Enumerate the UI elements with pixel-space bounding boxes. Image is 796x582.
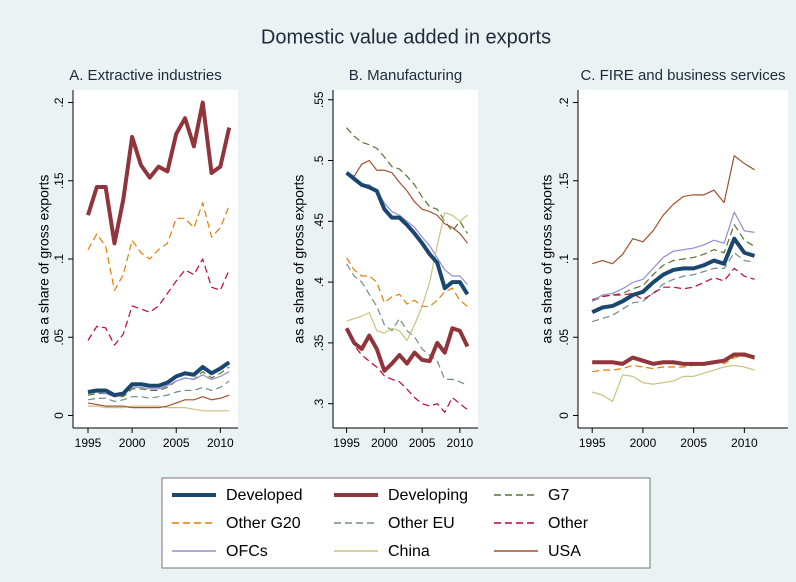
x-tick-label: 2010 bbox=[731, 436, 758, 450]
y-tick-label: .4 bbox=[312, 277, 326, 287]
panel-title: C. FIRE and business services bbox=[580, 67, 785, 84]
y-tick-label: .15 bbox=[52, 172, 66, 189]
series-line bbox=[88, 405, 230, 412]
y-axis-title: as a share of gross exports bbox=[291, 175, 307, 344]
y-tick-label: .45 bbox=[312, 213, 326, 230]
chart-title: Domestic value added in exports bbox=[261, 26, 551, 48]
y-axis-title: as a share of gross exports bbox=[36, 175, 52, 344]
series-line bbox=[591, 236, 756, 315]
series-line bbox=[592, 364, 755, 402]
series-line bbox=[592, 352, 756, 366]
series-line bbox=[592, 155, 755, 265]
series-line bbox=[87, 380, 230, 402]
series-line bbox=[87, 360, 231, 398]
x-tick-label: 1995 bbox=[333, 436, 360, 450]
x-tick-label: 2005 bbox=[680, 436, 707, 450]
plot-area bbox=[333, 90, 478, 428]
y-tick-label: 0 bbox=[557, 412, 571, 419]
series-line bbox=[591, 211, 755, 302]
x-tick-label: 2005 bbox=[163, 436, 190, 450]
legend-label: Other G20 bbox=[226, 515, 301, 532]
y-tick-label: .1 bbox=[52, 254, 66, 264]
panel-title: A. Extractive industries bbox=[69, 67, 222, 84]
series-line bbox=[86, 100, 232, 246]
x-tick-label: 2000 bbox=[119, 436, 146, 450]
y-tick-label: .15 bbox=[557, 172, 571, 189]
x-tick-label: 1995 bbox=[579, 436, 606, 450]
series-line bbox=[345, 171, 470, 296]
series-line bbox=[87, 258, 230, 346]
y-tick-label: .05 bbox=[52, 329, 66, 346]
legend-box bbox=[161, 477, 651, 569]
legend-label: USA bbox=[548, 543, 581, 560]
y-tick-label: .1 bbox=[557, 254, 571, 264]
legend-label: Other EU bbox=[388, 515, 455, 532]
series-line bbox=[87, 202, 230, 291]
y-tick-label: .2 bbox=[557, 97, 571, 107]
x-tick-label: 2000 bbox=[371, 436, 398, 450]
legend-label: Developing bbox=[388, 487, 468, 504]
legend-label: OFCs bbox=[226, 543, 268, 560]
series-line bbox=[591, 223, 755, 302]
x-tick-label: 2000 bbox=[630, 436, 657, 450]
y-tick-label: .5 bbox=[312, 155, 326, 165]
legend-label: Other bbox=[548, 515, 589, 532]
legend-label: Developed bbox=[226, 487, 303, 504]
y-tick-label: .55 bbox=[312, 91, 326, 108]
series-line bbox=[592, 267, 755, 301]
x-tick-label: 1995 bbox=[75, 436, 102, 450]
series-line bbox=[592, 355, 755, 373]
legend-label: G7 bbox=[548, 487, 569, 504]
series-line bbox=[346, 159, 468, 244]
series-line bbox=[346, 212, 468, 342]
series-line bbox=[87, 394, 230, 409]
y-tick-label: .05 bbox=[557, 329, 571, 346]
series-line bbox=[346, 263, 468, 386]
y-tick-label: .3 bbox=[312, 398, 326, 408]
legend-label: China bbox=[388, 543, 430, 560]
series-line bbox=[592, 252, 755, 323]
x-tick-label: 2010 bbox=[447, 436, 474, 450]
y-tick-label: 0 bbox=[52, 412, 66, 419]
y-tick-label: .35 bbox=[312, 334, 326, 351]
panel-title: B. Manufacturing bbox=[349, 67, 462, 84]
y-axis-title: as a share of gross exports bbox=[539, 175, 555, 344]
x-tick-label: 2005 bbox=[409, 436, 436, 450]
y-tick-label: .2 bbox=[52, 97, 66, 107]
x-tick-label: 2010 bbox=[207, 436, 234, 450]
series-line bbox=[346, 257, 468, 308]
series-line bbox=[346, 328, 468, 413]
series-line bbox=[344, 326, 470, 373]
